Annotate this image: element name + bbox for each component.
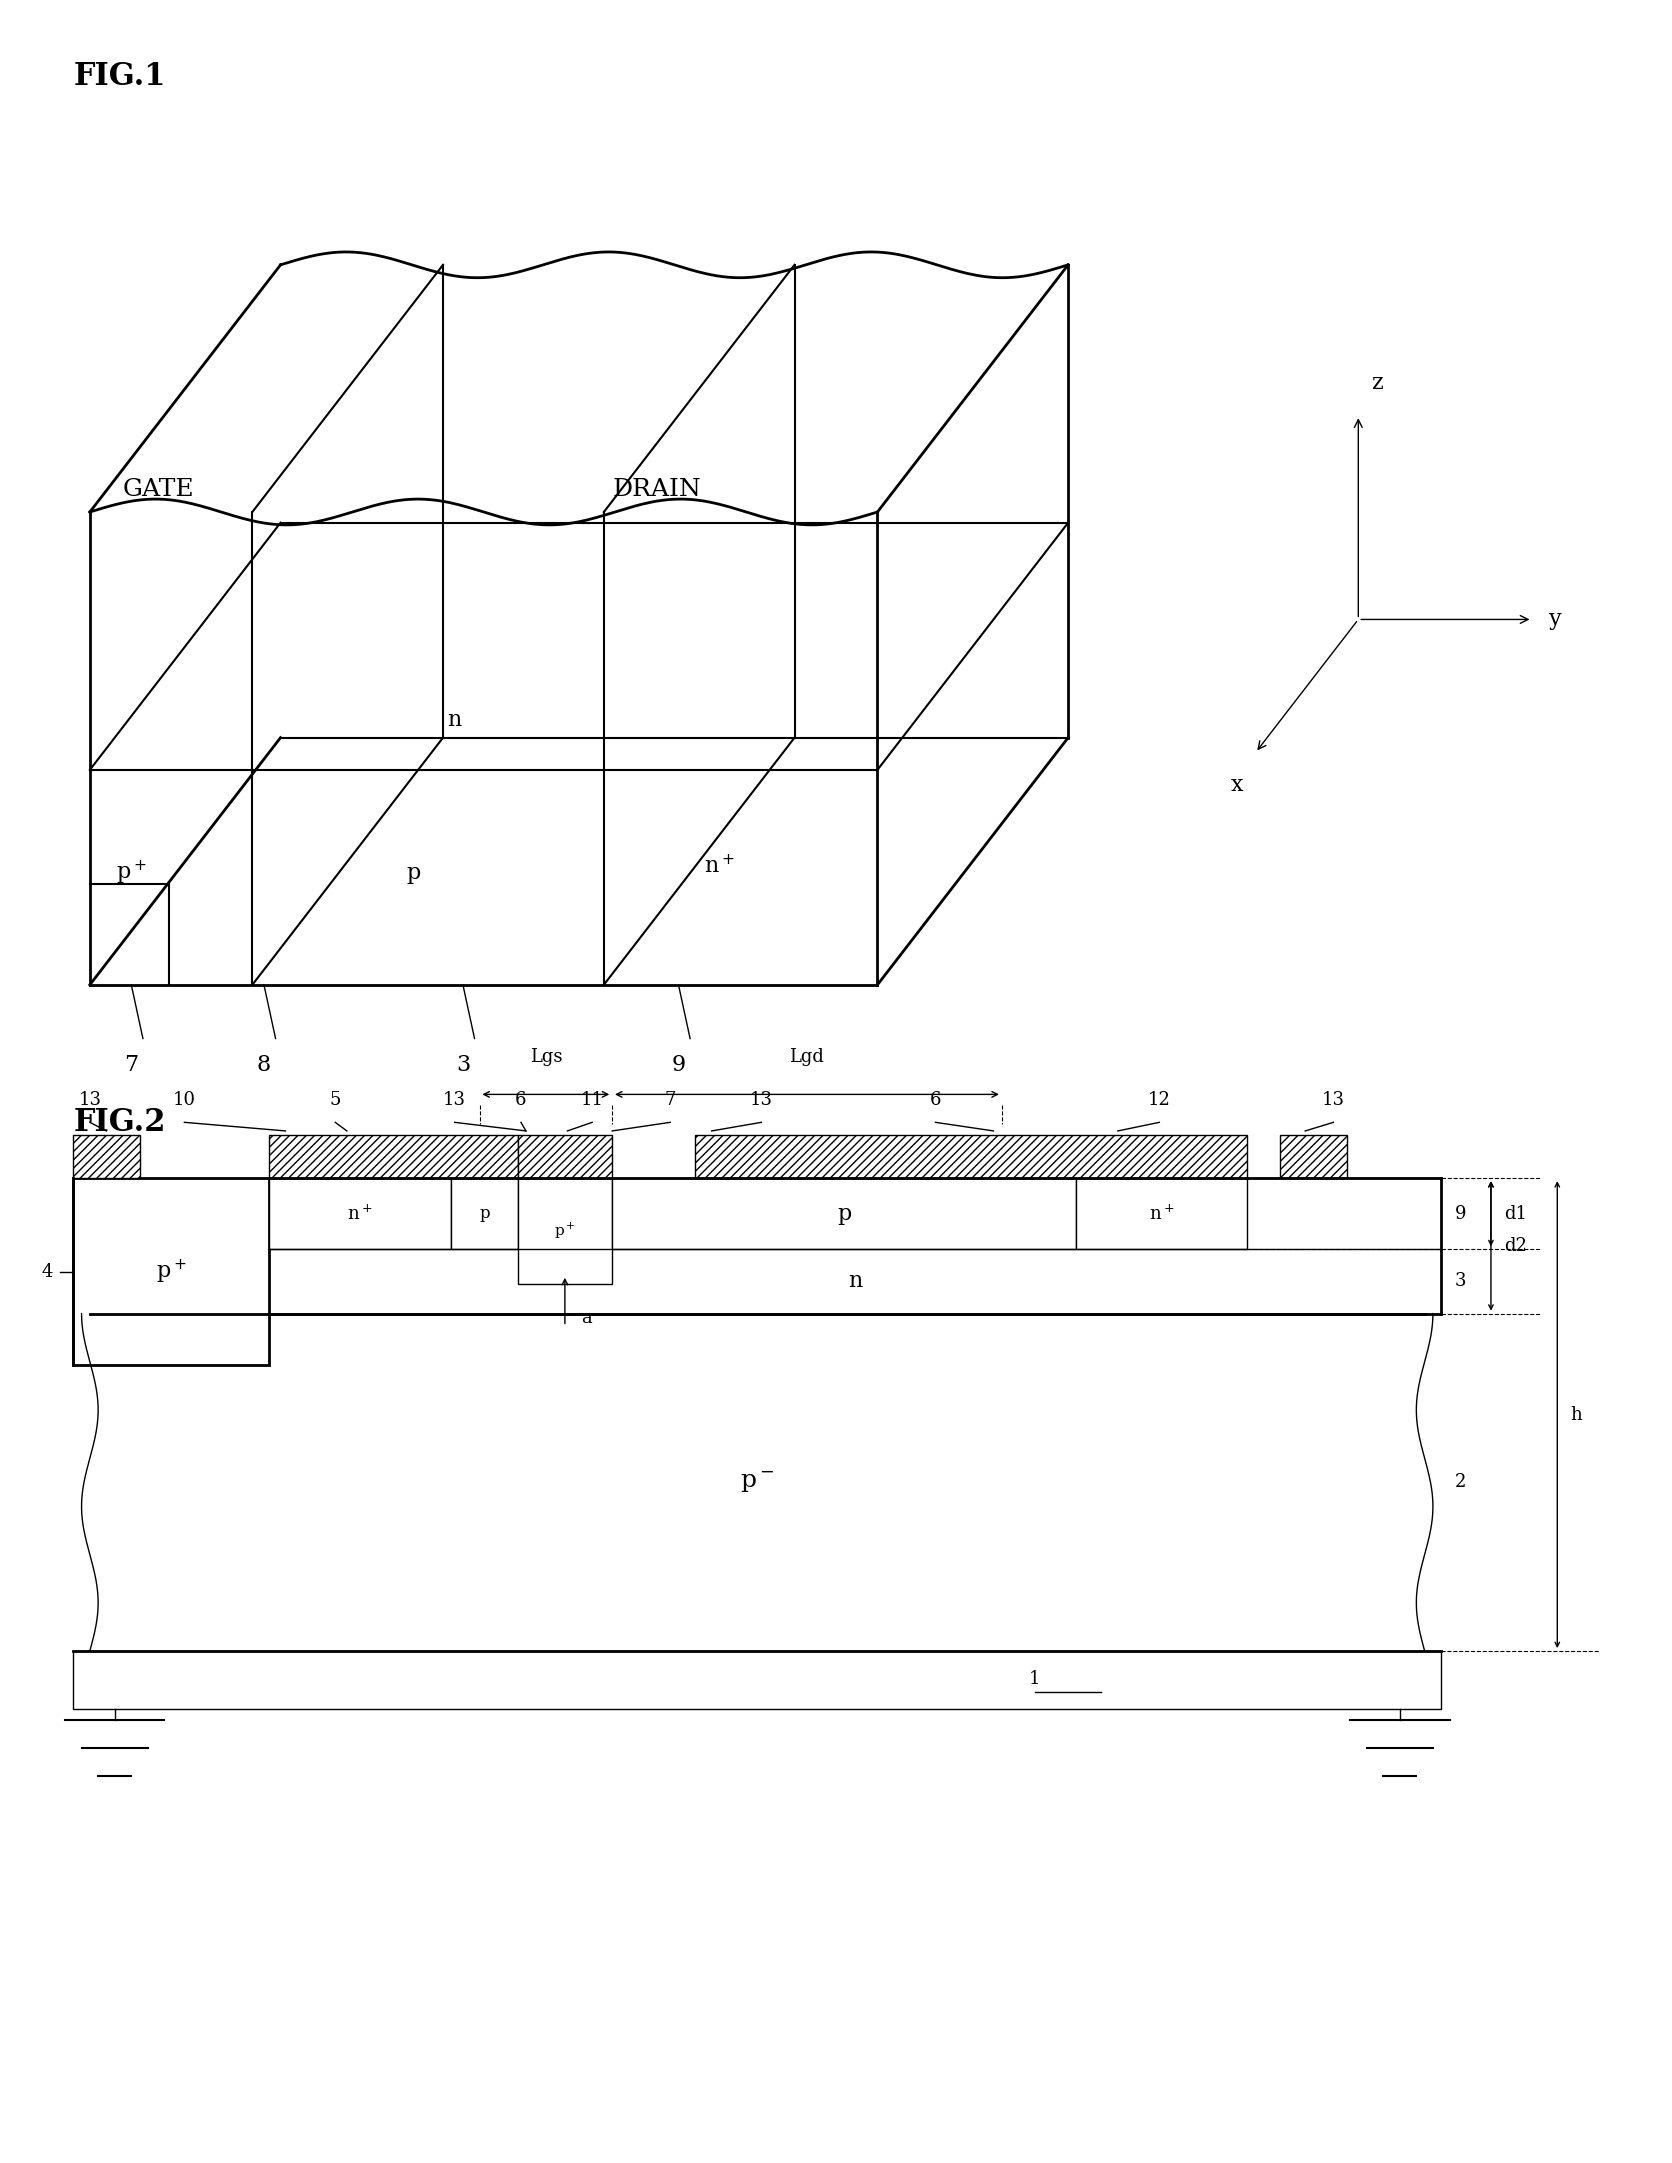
Text: n: n bbox=[448, 709, 461, 731]
Text: 7: 7 bbox=[664, 1092, 675, 1110]
Text: 9: 9 bbox=[1455, 1205, 1466, 1222]
Text: d2: d2 bbox=[1505, 1237, 1527, 1255]
Text: z: z bbox=[1371, 372, 1383, 394]
Text: 4: 4 bbox=[42, 1263, 54, 1280]
Text: GATE: GATE bbox=[124, 478, 194, 502]
Bar bbox=[74, 1179, 269, 1365]
Text: 10: 10 bbox=[172, 1092, 196, 1110]
Text: DRAIN: DRAIN bbox=[612, 478, 701, 502]
Text: 1: 1 bbox=[1030, 1670, 1040, 1687]
Bar bbox=[518, 1179, 612, 1283]
Text: y: y bbox=[1548, 608, 1562, 629]
Bar bbox=[451, 1179, 518, 1248]
Bar bbox=[74, 1136, 139, 1179]
Text: p: p bbox=[838, 1203, 851, 1224]
Text: FIG.1: FIG.1 bbox=[74, 61, 166, 91]
Text: 5: 5 bbox=[329, 1092, 341, 1110]
Text: 11: 11 bbox=[580, 1092, 604, 1110]
Text: 12: 12 bbox=[1149, 1092, 1170, 1110]
Text: 2: 2 bbox=[1455, 1473, 1466, 1490]
Text: FIG.2: FIG.2 bbox=[74, 1107, 166, 1138]
Text: 6: 6 bbox=[515, 1092, 527, 1110]
Text: 13: 13 bbox=[443, 1092, 466, 1110]
Text: p$^+$: p$^+$ bbox=[155, 1257, 187, 1285]
Text: 13: 13 bbox=[1323, 1092, 1344, 1110]
Text: n: n bbox=[848, 1270, 863, 1291]
Text: x: x bbox=[1231, 774, 1242, 796]
Bar bbox=[1281, 1136, 1346, 1179]
Bar bbox=[269, 1136, 518, 1179]
Text: 3: 3 bbox=[1455, 1272, 1466, 1291]
Text: Lgd: Lgd bbox=[789, 1049, 824, 1066]
Text: 9: 9 bbox=[672, 1053, 686, 1075]
Text: n$^+$: n$^+$ bbox=[348, 1205, 373, 1224]
Text: p$^+$: p$^+$ bbox=[115, 859, 147, 887]
Text: Lgs: Lgs bbox=[530, 1049, 562, 1066]
Bar bbox=[74, 1650, 1441, 1709]
Text: 3: 3 bbox=[456, 1053, 470, 1075]
Text: 8: 8 bbox=[257, 1053, 271, 1075]
Bar bbox=[1077, 1179, 1247, 1248]
Bar bbox=[269, 1179, 451, 1248]
Text: a: a bbox=[582, 1309, 592, 1326]
Text: h: h bbox=[1570, 1406, 1582, 1423]
Bar bbox=[696, 1136, 1247, 1179]
Text: 6: 6 bbox=[930, 1092, 941, 1110]
Text: 13: 13 bbox=[79, 1092, 102, 1110]
Text: 7: 7 bbox=[124, 1053, 139, 1075]
Text: d1: d1 bbox=[1505, 1205, 1527, 1222]
Text: p$^+$: p$^+$ bbox=[553, 1220, 575, 1242]
Bar bbox=[518, 1136, 612, 1179]
Text: p: p bbox=[480, 1205, 490, 1222]
Text: p$^-$: p$^-$ bbox=[741, 1471, 774, 1495]
Bar bbox=[612, 1179, 1077, 1248]
Text: n$^+$: n$^+$ bbox=[704, 854, 736, 878]
Text: 13: 13 bbox=[749, 1092, 772, 1110]
Text: p: p bbox=[406, 863, 420, 885]
Text: n$^+$: n$^+$ bbox=[1149, 1205, 1174, 1224]
